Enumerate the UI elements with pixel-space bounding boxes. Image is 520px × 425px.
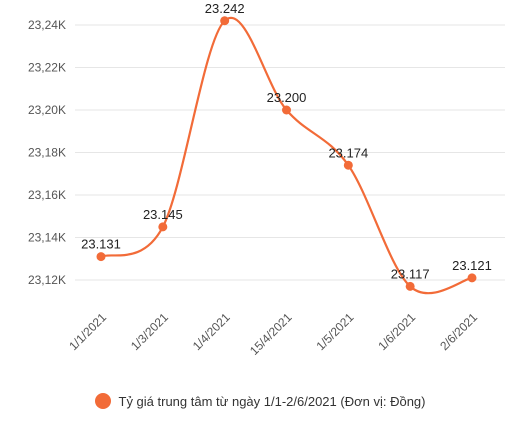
x-tick-label: 1/6/2021 bbox=[375, 310, 418, 353]
data-label: 23.174 bbox=[328, 145, 368, 160]
y-tick-label: 23,22K bbox=[28, 61, 66, 75]
data-point bbox=[96, 252, 106, 262]
data-label: 23.200 bbox=[267, 90, 307, 105]
legend: Tỷ giá trung tâm từ ngày 1/1-2/6/2021 (Đ… bbox=[0, 393, 520, 409]
data-point bbox=[405, 281, 415, 291]
data-point bbox=[282, 105, 291, 115]
data-point bbox=[343, 160, 353, 170]
line-chart: 23,12K 23,14K 23,16K 23,18K 23,20K 23,22K 23,2… bbox=[28, 1, 505, 358]
x-tick-label: 1/4/2021 bbox=[190, 310, 233, 353]
y-tick-label: 23,12K bbox=[28, 273, 66, 287]
x-tick-label: 2/6/2021 bbox=[437, 310, 480, 353]
data-label: 23.117 bbox=[391, 266, 430, 281]
data-label: 23.242 bbox=[205, 1, 245, 16]
x-tick-label: 1/3/2021 bbox=[128, 310, 171, 353]
series-line bbox=[100, 16, 473, 295]
data-point bbox=[158, 222, 168, 232]
legend-swatch bbox=[94, 393, 111, 409]
data-label: 23.145 bbox=[143, 207, 183, 222]
data-label: 23.131 bbox=[81, 237, 121, 252]
legend-label: Tỷ giá trung tâm từ ngày 1/1-2/6/2021 (Đ… bbox=[118, 393, 426, 409]
x-tick-label: 1/1/2021 bbox=[66, 310, 109, 353]
data-label: 23.121 bbox=[452, 258, 492, 273]
data-point bbox=[220, 16, 230, 26]
y-tick-label: 23,16K bbox=[28, 188, 66, 202]
y-tick-label: 23,14K bbox=[28, 231, 66, 245]
y-tick-label: 23,24K bbox=[28, 18, 66, 32]
y-tick-label: 23,18K bbox=[28, 146, 66, 160]
x-tick-label: 1/5/2021 bbox=[314, 310, 357, 353]
data-point bbox=[467, 273, 477, 283]
x-tick-label: 15/4/2021 bbox=[247, 310, 295, 358]
y-tick-label: 23,20K bbox=[28, 103, 66, 117]
